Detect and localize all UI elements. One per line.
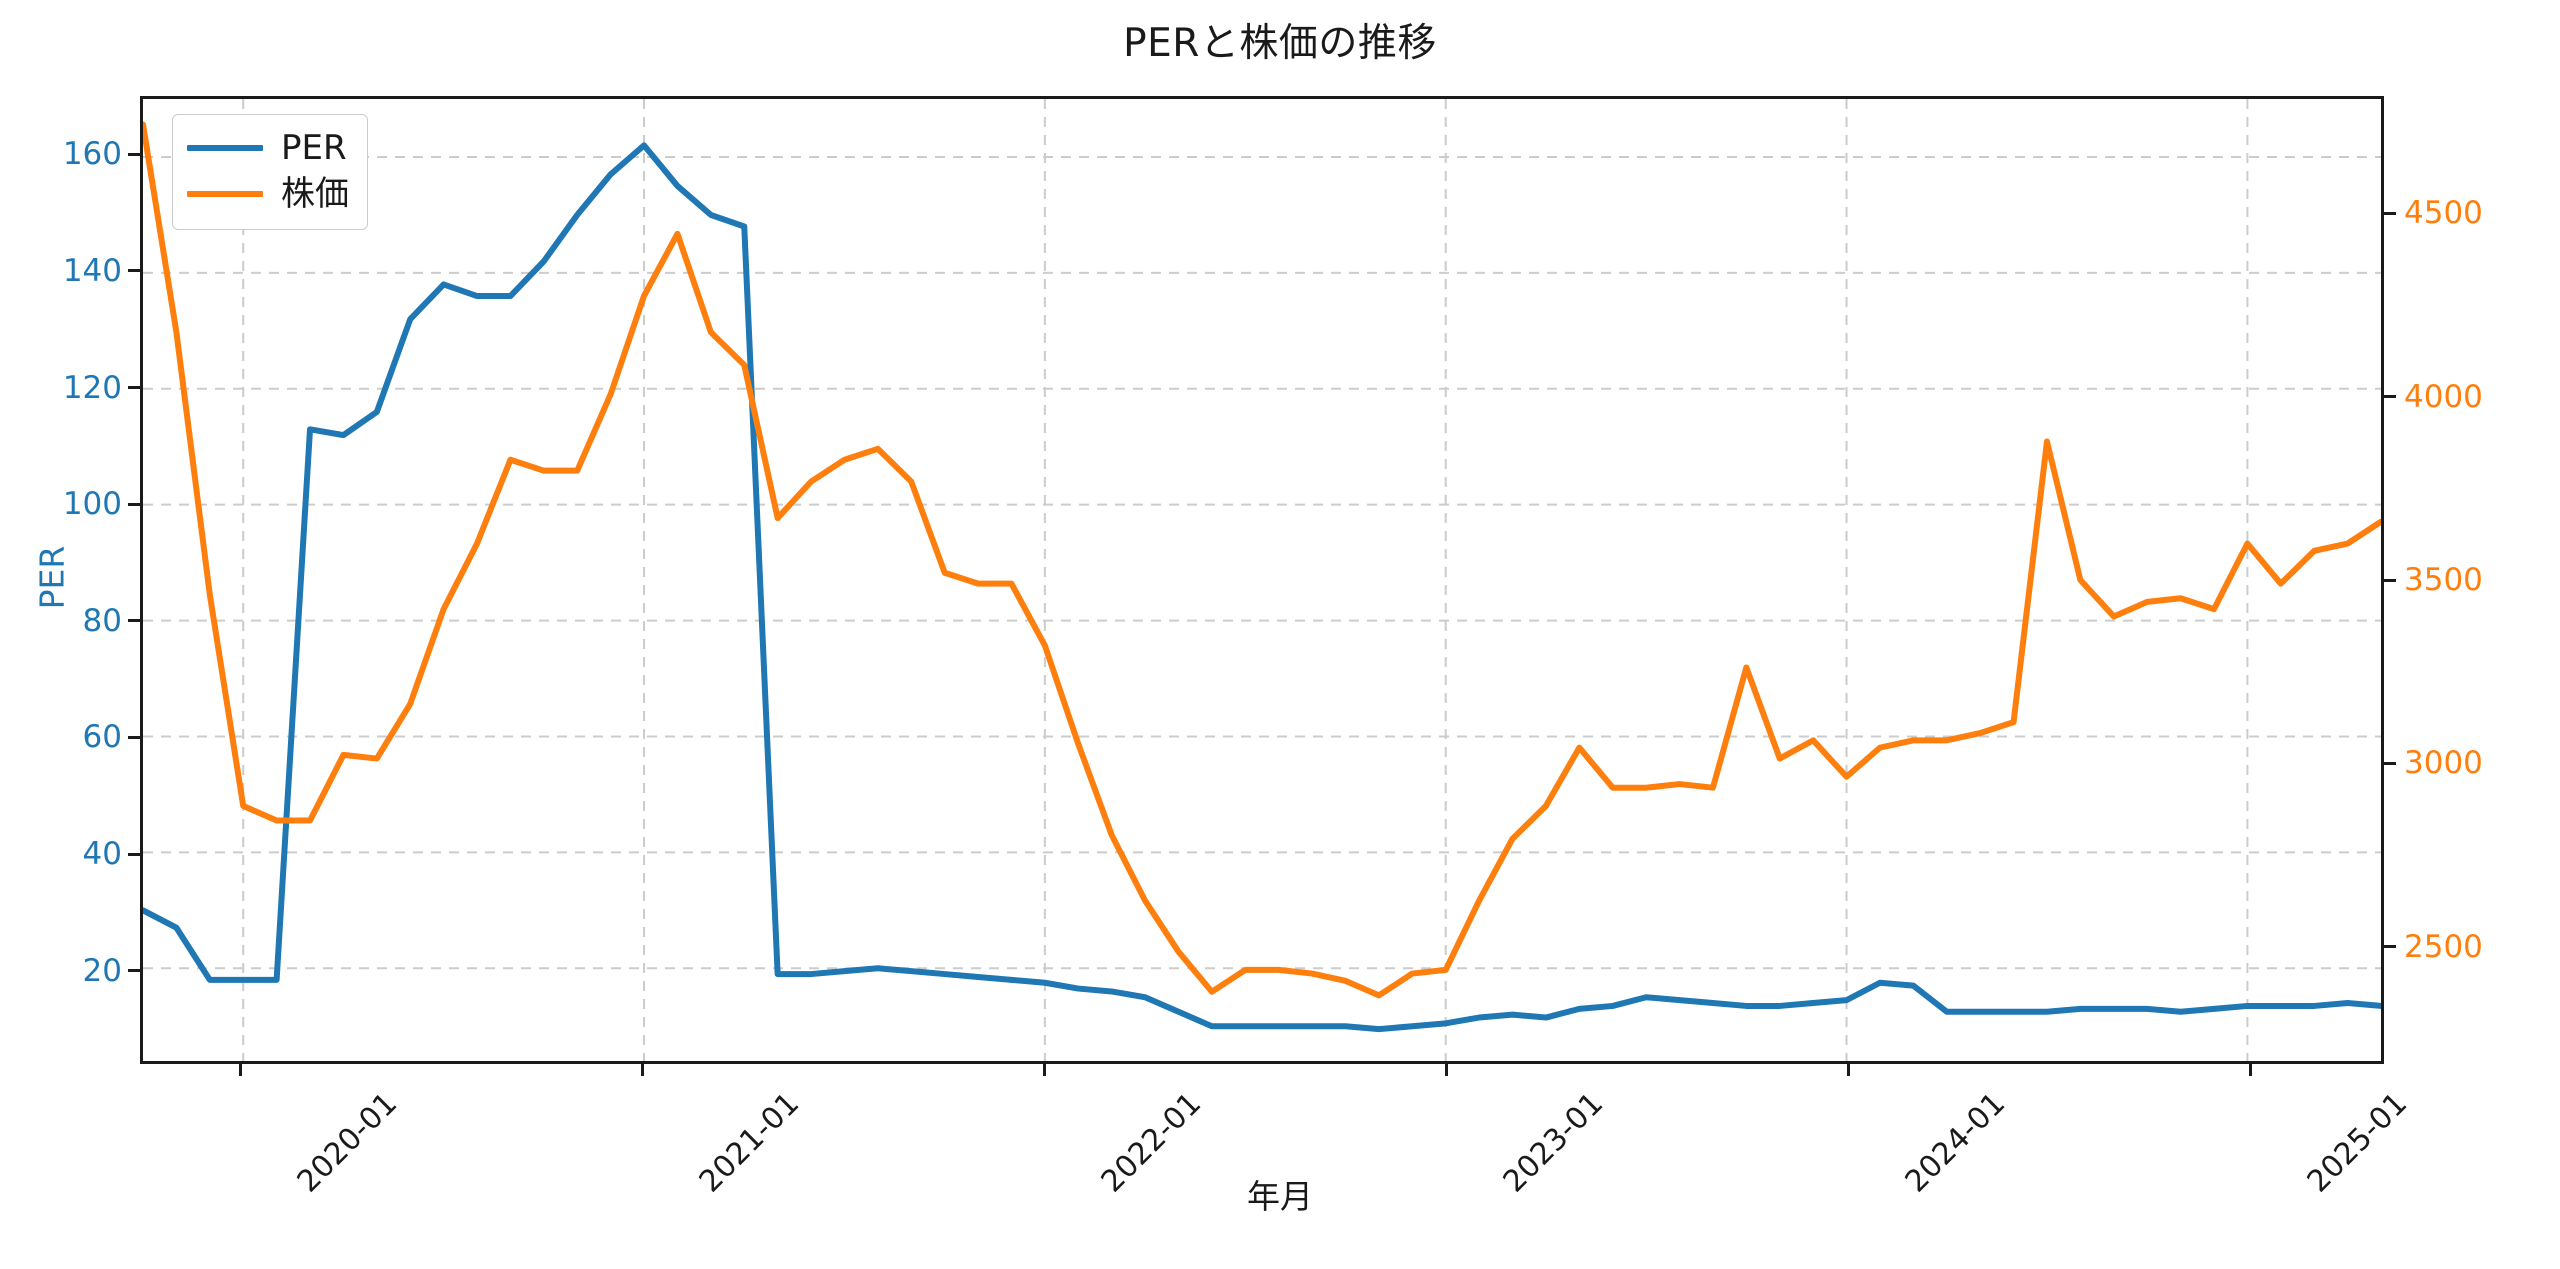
y-axis-left-tick-mark <box>128 152 140 156</box>
x-axis-tick-mark <box>640 1064 644 1076</box>
y-axis-right-tick-label: 3000 <box>2404 745 2483 782</box>
y-axis-right-tick-mark <box>2384 945 2396 949</box>
y-axis-right-tick-label: 3500 <box>2404 562 2483 598</box>
chart-legend[interactable]: PER 株価 <box>172 114 368 230</box>
series-line-price <box>143 125 2381 996</box>
y-axis-left-tick-mark <box>128 969 140 973</box>
y-axis-right-tick-mark <box>2384 761 2396 765</box>
plot-area <box>140 96 2384 1064</box>
x-axis-tick-mark <box>1444 1064 1448 1076</box>
series-line-per <box>143 145 2381 1029</box>
chart-title: PERと株価の推移 <box>1123 21 1437 66</box>
y-axis-left-label: PER <box>32 545 72 610</box>
y-axis-left-tick-label: 20 <box>82 952 122 989</box>
y-axis-left-tick-label: 40 <box>82 836 122 873</box>
y-axis-right-tick-label: 2500 <box>2404 928 2483 965</box>
legend-item-price[interactable]: 株価 <box>187 171 349 217</box>
x-axis-label: 年月 <box>1247 1177 1313 1216</box>
y-axis-left-tick-mark <box>128 619 140 623</box>
plot-canvas <box>143 99 2381 1061</box>
y-axis-right-tick-mark <box>2384 211 2396 215</box>
y-axis-right-tick-label: 4000 <box>2404 378 2483 415</box>
y-axis-left-tick-label: 120 <box>62 369 122 406</box>
x-axis-tick-mark <box>238 1064 242 1076</box>
legend-swatch-price <box>187 191 263 197</box>
y-axis-left-tick-label: 160 <box>62 136 122 173</box>
legend-label-price: 株価 <box>281 174 349 214</box>
legend-label-per: PER <box>281 128 347 168</box>
series-lines <box>143 125 2381 1030</box>
legend-item-per[interactable]: PER <box>187 125 349 171</box>
y-axis-right-tick-label: 4500 <box>2404 195 2483 232</box>
y-axis-right-tick-mark <box>2384 395 2396 399</box>
y-axis-left-tick-label: 100 <box>62 486 122 523</box>
x-axis-tick-mark <box>2248 1064 2252 1076</box>
x-axis-tick-mark <box>1042 1064 1046 1076</box>
y-axis-left-tick-mark <box>128 269 140 273</box>
legend-swatch-per <box>187 145 263 151</box>
y-axis-left-tick-label: 140 <box>62 252 122 289</box>
y-axis-left-tick-label: 60 <box>82 719 122 756</box>
y-axis-left-tick-mark <box>128 735 140 739</box>
y-axis-right-tick-mark <box>2384 578 2396 582</box>
x-axis-tick-mark <box>1846 1064 1850 1076</box>
y-axis-left-tick-mark <box>128 386 140 390</box>
y-axis-left-tick-mark <box>128 852 140 856</box>
gridlines <box>143 99 2381 1061</box>
y-axis-left-tick-label: 80 <box>82 602 122 639</box>
y-axis-left-tick-mark <box>128 502 140 506</box>
